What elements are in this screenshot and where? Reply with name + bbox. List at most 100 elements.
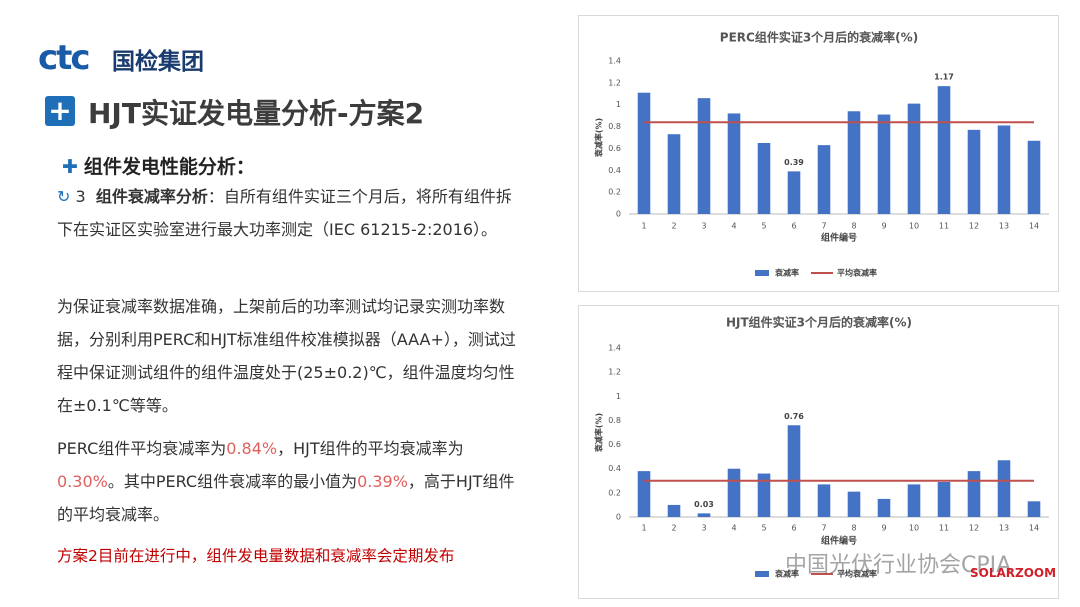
x-tick-label: 2 (671, 222, 676, 231)
watermark: 中国光伏行业协会CPIA (785, 553, 1012, 578)
company-name: 国检集团 (112, 49, 204, 75)
y-tick-label: 1.2 (608, 368, 621, 377)
y-tick-label: 1.4 (608, 344, 621, 353)
bar (727, 468, 741, 517)
x-tick-label: 11 (939, 222, 949, 231)
x-tick-label: 14 (1029, 222, 1039, 231)
item-title: 组件衰减率分析 (95, 187, 208, 206)
x-tick-label: 9 (881, 222, 886, 231)
x-tick-label: 14 (1029, 524, 1039, 533)
x-tick-label: 5 (761, 524, 766, 533)
title-icon: + (45, 96, 75, 126)
x-tick-label: 3 (701, 222, 706, 231)
highlight: 0.30% (57, 472, 108, 491)
bar (727, 113, 741, 214)
bar (787, 425, 801, 517)
bar (847, 111, 861, 214)
y-axis-label: 衰减率(%) (594, 118, 604, 158)
logo: ctc (38, 38, 91, 78)
x-tick-label: 10 (909, 222, 919, 231)
bar (997, 125, 1011, 214)
legend-label: 衰减率 (774, 268, 799, 278)
x-axis-label: 组件编号 (821, 535, 857, 547)
paragraph: 为保证衰减率数据准确，上架前后的功率测试均记录实测功率数据，分别利用PERC和H… (57, 297, 516, 415)
y-tick-label: 0.4 (608, 464, 621, 473)
paragraph: ↻ 3 组件衰减率分析：自所有组件实证三个月后，将所有组件拆下在实证区实验室进行… (57, 187, 512, 239)
x-tick-label: 1 (641, 222, 646, 231)
bar (877, 498, 891, 517)
legend-swatch (755, 270, 769, 276)
bar (1027, 501, 1041, 517)
bar (637, 92, 651, 214)
paragraph: PERC组件平均衰减率为0.84%，HJT组件的平均衰减率为 0.30%。其中PE… (57, 432, 527, 531)
x-tick-label: 9 (881, 524, 886, 533)
bar (1027, 140, 1041, 214)
legend-label: 平均衰减率 (837, 268, 877, 278)
text: ，HJT组件的平均衰减率为 (277, 439, 464, 458)
bar (757, 473, 771, 517)
y-tick-label: 1 (616, 392, 621, 401)
y-tick-label: 0.6 (608, 440, 621, 449)
slide-title: HJT实证发电量分析-方案2 (88, 97, 425, 130)
x-tick-label: 13 (999, 524, 1009, 533)
bar (937, 481, 951, 517)
y-tick-label: 1.2 (608, 78, 621, 87)
data-label: 1.17 (934, 73, 954, 82)
data-label: 0.76 (784, 412, 804, 421)
x-tick-label: 12 (969, 222, 979, 231)
paragraph: 方案2目前在进行中，组件发电量数据和衰减率会定期发布 (57, 547, 455, 565)
x-tick-label: 8 (851, 524, 856, 533)
bar (757, 142, 771, 214)
highlight: 0.39% (357, 472, 408, 491)
bar (697, 513, 711, 517)
y-tick-label: 0.4 (608, 166, 621, 175)
legend-label: 平均衰减率 (837, 569, 877, 579)
bar (637, 471, 651, 517)
chart-panel: HJT组件实证3个月后的衰减率(%) 0 0.2 0.4 0.6 0.8 1 1.2 1.4 衰减… (578, 305, 1059, 599)
bar (967, 129, 981, 214)
bar (667, 134, 681, 214)
chart-panel: PERC组件实证3个月后的衰减率(%) 0 0.2 0.4 0.6 0.8 1 1.2 1.4 衰… (578, 15, 1059, 292)
section-text: 组件发电性能分析： (83, 156, 255, 178)
text: PERC组件平均衰减率为 (57, 439, 227, 458)
bar (847, 491, 861, 517)
chart-title: PERC组件实证3个月后的衰减率(%) (720, 30, 918, 45)
x-tick-label: 3 (701, 524, 706, 533)
data-label: 0.03 (694, 500, 714, 509)
x-tick-label: 1 (641, 524, 646, 533)
bar (817, 145, 831, 214)
y-tick-label: 0.8 (608, 416, 621, 425)
x-tick-label: 4 (731, 222, 736, 231)
x-tick-label: 6 (791, 524, 796, 533)
y-axis-label: 衰减率(%) (594, 413, 604, 453)
x-tick-label: 12 (969, 524, 979, 533)
x-tick-label: 7 (821, 222, 826, 231)
x-tick-label: 6 (791, 222, 796, 231)
x-tick-label: 8 (851, 222, 856, 231)
x-tick-label: 5 (761, 222, 766, 231)
bar (877, 114, 891, 214)
y-tick-label: 0 (616, 210, 621, 219)
bar (997, 460, 1011, 517)
x-tick-label: 2 (671, 524, 676, 533)
highlight: 0.84% (226, 439, 278, 458)
y-tick-label: 0.6 (608, 144, 621, 153)
x-tick-label: 7 (821, 524, 826, 533)
legend-label: 衰减率 (774, 569, 799, 579)
y-tick-label: 0 (616, 513, 621, 522)
legend-swatch (755, 571, 769, 577)
item-text: ：自所有组件实证三个月后，将所有组件拆下在实证区实验室进行最大功率测定（IEC … (57, 187, 512, 239)
bar (787, 171, 801, 214)
chart: PERC组件实证3个月后的衰减率(%) 0 0.2 0.4 0.6 0.8 1 1.2 1.4 衰… (594, 30, 1049, 278)
bar (817, 484, 831, 517)
x-tick-label: 4 (731, 524, 736, 533)
y-tick-label: 1 (616, 100, 621, 109)
text: ，高于HJT组件的平均衰减率。 (57, 472, 515, 524)
x-tick-label: 10 (909, 524, 919, 533)
y-tick-label: 0.2 (608, 188, 621, 197)
y-tick-label: 1.4 (608, 57, 621, 66)
bar (907, 103, 921, 214)
section-heading: ✚ 组件发电性能分析： (62, 156, 255, 178)
chart: HJT组件实证3个月后的衰减率(%) 0 0.2 0.4 0.6 0.8 1 1.2 1.4 衰减… (594, 315, 1049, 579)
